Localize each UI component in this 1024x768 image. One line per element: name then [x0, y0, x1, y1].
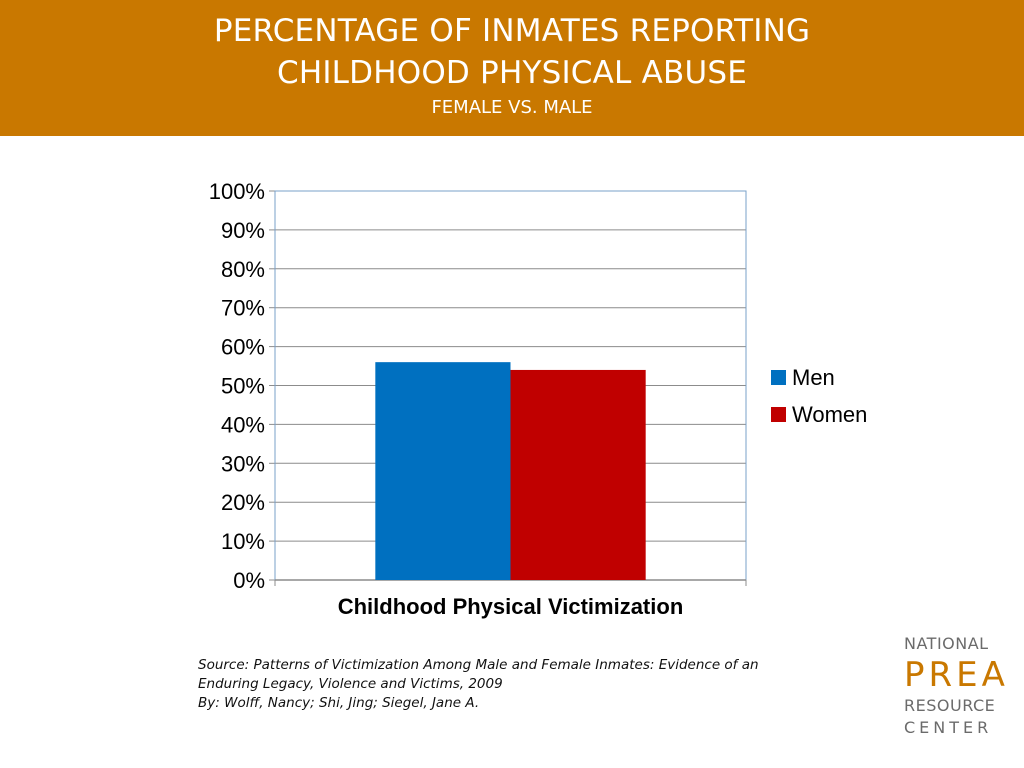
- prea-logo: NATIONAL PREA RESOURCE CENTER: [904, 634, 1014, 738]
- y-tick-label: 60%: [221, 335, 265, 360]
- y-tick-label: 100%: [209, 179, 265, 204]
- bar-women: [510, 369, 646, 580]
- x-axis-label: Childhood Physical Victimization: [338, 594, 684, 619]
- y-tick-label: 40%: [221, 412, 265, 437]
- source-line-3: By: Wolff, Nancy; Shi, Jing; Siegel, Jan…: [198, 695, 480, 711]
- legend-swatch-men: [771, 370, 786, 385]
- logo-text-center: CENTER: [904, 718, 993, 737]
- legend-swatch-women: [771, 407, 786, 422]
- y-tick-label: 80%: [221, 257, 265, 282]
- page-title-line-1: PERCENTAGE OF INMATES REPORTING: [213, 13, 811, 49]
- y-tick-label: 90%: [221, 218, 265, 243]
- legend-label-men: Men: [792, 365, 835, 390]
- y-tick-label: 0%: [233, 568, 265, 593]
- source-citation: Source: Patterns of Victimization Among …: [198, 656, 818, 713]
- logo-text-national: NATIONAL: [904, 634, 989, 653]
- y-tick-label: 50%: [221, 374, 265, 399]
- bar-chart: 0% 10% 20% 30% 40% 50% 60% 70% 80% 90% 100% Childho…: [209, 179, 868, 619]
- y-tick-label: 20%: [221, 490, 265, 515]
- legend-label-women: Women: [792, 402, 867, 427]
- logo-text-prea: PREA: [904, 655, 1009, 695]
- logo-text-resource: RESOURCE: [904, 696, 996, 715]
- title-banner: PERCENTAGE OF INMATES REPORTING CHILDHOO…: [0, 0, 1024, 136]
- page-title-line-2: CHILDHOOD PHYSICAL ABUSE: [276, 55, 748, 91]
- page-subtitle: FEMALE VS. MALE: [431, 97, 593, 118]
- y-tick-label: 30%: [221, 451, 265, 476]
- source-line-1: Source: Patterns of Victimization Among …: [198, 657, 759, 673]
- source-line-2: Enduring Legacy, Violence and Victims, 2…: [198, 676, 503, 692]
- bar-men: [375, 362, 511, 580]
- y-tick-label: 70%: [221, 296, 265, 321]
- y-tick-label: 10%: [221, 529, 265, 554]
